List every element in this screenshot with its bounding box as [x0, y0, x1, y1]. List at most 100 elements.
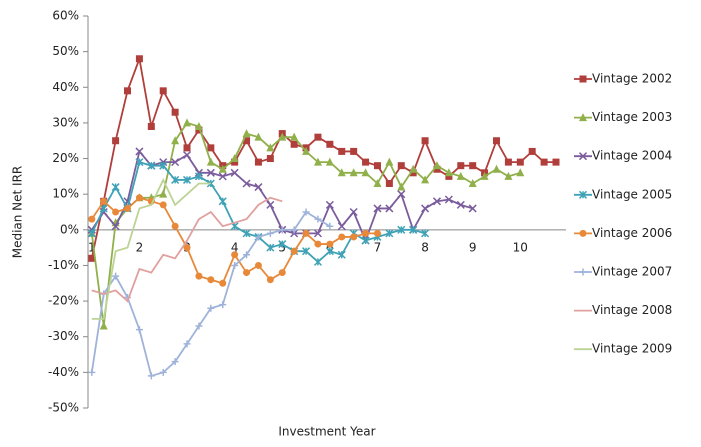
marker — [504, 171, 513, 180]
marker — [361, 168, 370, 177]
marker — [183, 144, 191, 152]
marker — [254, 132, 263, 141]
marker — [397, 190, 406, 199]
marker — [552, 158, 560, 166]
marker — [159, 189, 168, 198]
x-tick-label: 8 — [421, 240, 429, 254]
marker — [124, 204, 132, 212]
marker — [350, 147, 358, 155]
legend-label: Vintage 2002 — [592, 72, 672, 86]
marker — [302, 229, 310, 237]
marker — [444, 168, 453, 177]
marker — [266, 155, 274, 163]
marker — [314, 133, 322, 141]
marker — [171, 175, 180, 184]
marker — [183, 340, 191, 348]
marker — [338, 147, 346, 155]
marker — [350, 233, 358, 241]
marker — [99, 321, 108, 330]
marker — [504, 158, 512, 166]
legend-label: Vintage 2003 — [592, 110, 672, 124]
marker — [362, 158, 370, 166]
x-tick-label: 10 — [513, 240, 528, 254]
marker — [159, 87, 167, 95]
marker — [207, 304, 215, 312]
marker — [528, 147, 536, 155]
marker — [218, 164, 227, 173]
legend-label: Vintage 2008 — [592, 303, 672, 317]
marker — [337, 250, 346, 259]
series-line — [90, 210, 331, 378]
marker — [385, 157, 394, 166]
marker — [278, 269, 286, 277]
marker — [243, 137, 251, 145]
marker — [516, 158, 524, 166]
marker — [445, 172, 453, 180]
marker — [206, 168, 215, 177]
marker — [421, 229, 430, 238]
y-tick-label: 40% — [52, 80, 79, 94]
marker — [219, 279, 227, 287]
marker — [492, 164, 501, 173]
marker — [457, 162, 465, 170]
marker — [182, 175, 192, 184]
marker — [373, 229, 381, 237]
marker — [206, 157, 215, 166]
marker — [433, 165, 441, 173]
legend-label: Vintage 2009 — [592, 342, 672, 356]
marker — [171, 358, 179, 366]
marker — [579, 113, 587, 122]
marker — [135, 55, 143, 63]
marker — [266, 229, 274, 237]
x-tick-label: 4 — [231, 240, 239, 254]
marker — [206, 179, 215, 188]
marker — [579, 268, 587, 276]
marker — [409, 169, 417, 177]
y-tick-label: -20% — [48, 294, 79, 308]
marker — [313, 229, 322, 238]
marker — [218, 172, 227, 181]
marker — [266, 276, 274, 284]
marker — [373, 204, 382, 213]
marker — [195, 126, 203, 134]
y-tick-label: 60% — [52, 9, 79, 23]
marker — [135, 158, 144, 167]
marker — [242, 179, 251, 188]
marker — [302, 146, 311, 155]
marker — [314, 215, 322, 223]
marker — [578, 152, 588, 161]
marker — [171, 136, 180, 145]
legend-label: Vintage 2007 — [592, 265, 672, 279]
marker — [135, 326, 143, 334]
marker — [421, 204, 430, 213]
marker — [456, 171, 465, 180]
marker — [254, 261, 262, 269]
marker — [87, 229, 96, 238]
marker — [230, 154, 239, 163]
marker — [219, 301, 227, 309]
marker — [492, 137, 500, 145]
marker — [579, 75, 587, 83]
marker — [243, 251, 251, 259]
marker — [349, 207, 358, 217]
marker — [326, 140, 334, 148]
marker — [266, 200, 275, 209]
marker — [385, 229, 394, 238]
marker — [326, 222, 334, 230]
marker — [469, 162, 477, 170]
marker — [480, 171, 489, 180]
marker — [290, 226, 298, 234]
marker — [112, 137, 120, 145]
x-tick-label: 7 — [374, 240, 382, 254]
marker — [578, 190, 588, 199]
marker — [171, 222, 179, 230]
marker — [207, 276, 215, 284]
y-tick-label: -50% — [48, 401, 79, 415]
marker — [88, 215, 96, 223]
marker — [314, 240, 322, 248]
y-tick-label: 20% — [52, 151, 79, 165]
marker — [468, 204, 477, 213]
series-line — [91, 196, 283, 303]
marker — [385, 179, 393, 187]
